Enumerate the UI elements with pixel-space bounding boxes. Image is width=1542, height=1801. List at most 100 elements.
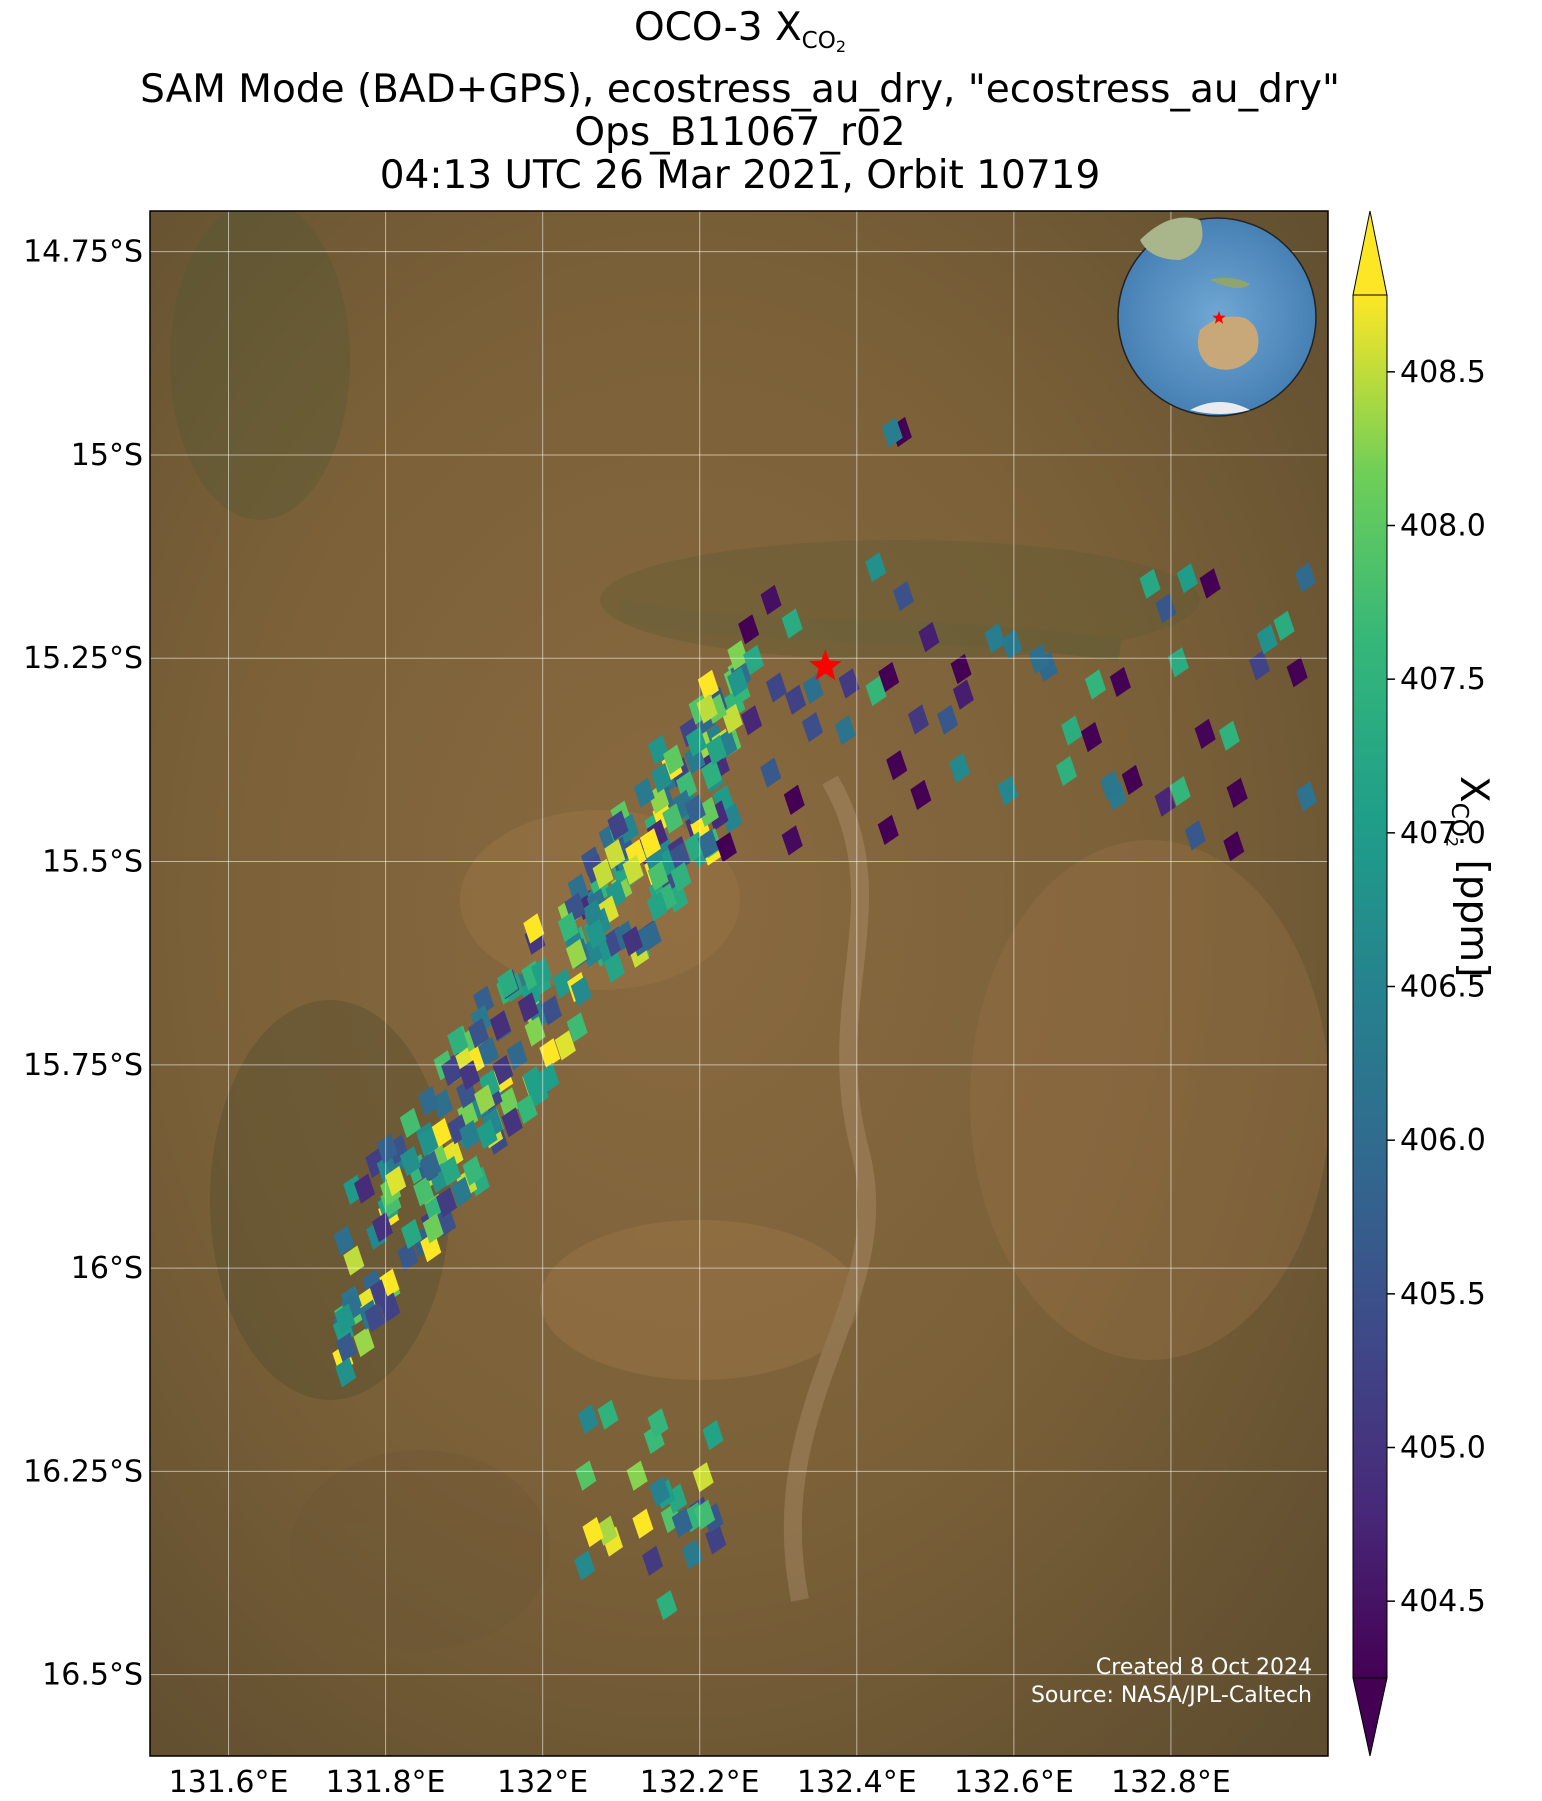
colorbar-gradient xyxy=(1352,294,1388,1679)
sounding-footprint xyxy=(451,1176,473,1207)
sounding-footprint xyxy=(886,750,908,781)
map-axes xyxy=(150,211,1328,1756)
sounding-footprint xyxy=(1121,764,1143,795)
sounding-footprint xyxy=(1028,643,1050,674)
title-line-4: 04:13 UTC 26 Mar 2021, Orbit 10719 xyxy=(379,153,1101,198)
sounding-footprint xyxy=(582,1517,604,1548)
sounding-footprint xyxy=(524,1016,546,1047)
sounding-footprint xyxy=(1194,718,1216,749)
sounding-footprint xyxy=(684,794,706,825)
sounding-footprint xyxy=(950,653,972,685)
sounding-footprint xyxy=(648,783,670,814)
sounding-footprint xyxy=(492,1054,514,1086)
sounding-footprint xyxy=(910,779,932,810)
map-gridlines xyxy=(150,211,1328,1756)
data-source: Source: NASA/JPL-Caltech xyxy=(1030,1683,1312,1708)
sounding-footprint xyxy=(468,1018,490,1049)
sounding-footprint xyxy=(781,608,803,639)
sounding-footprint xyxy=(1184,820,1206,851)
sounding-footprint xyxy=(648,734,670,765)
sounding-footprint xyxy=(554,1030,576,1061)
sounding-footprint xyxy=(682,1539,704,1570)
sounding-footprint xyxy=(760,584,782,615)
islands-landmass xyxy=(1210,277,1250,289)
sounding-footprint xyxy=(523,913,545,944)
longitude-tick-labels: 131.6°E 131.8°E 132°E 132.2°E 132.4°E 132.6°E… xyxy=(169,1765,1231,1800)
title-line-3: Ops_B11067_r02 xyxy=(574,110,906,155)
sounding-footprint xyxy=(422,1213,444,1244)
lat-tick-label: 14.75°S xyxy=(23,235,143,270)
sounding-footprint xyxy=(477,1036,499,1067)
sounding-footprint xyxy=(489,1010,511,1041)
sounding-footprint xyxy=(727,640,749,671)
sounding-footprint xyxy=(399,1146,421,1177)
sounding-footprint xyxy=(1256,624,1278,655)
sounding-footprint xyxy=(459,1060,481,1091)
australia-landmass xyxy=(1197,316,1259,370)
sounding-footprint xyxy=(881,417,903,448)
lon-tick-label: 132°E xyxy=(497,1765,588,1800)
sounding-footprint xyxy=(353,1326,375,1358)
sounding-footprint xyxy=(541,995,562,1026)
sounding-footprint xyxy=(517,992,539,1023)
sounding-footprint xyxy=(567,873,589,904)
sounding-footprint xyxy=(865,675,887,707)
sounding-footprint xyxy=(743,644,765,676)
sounding-footprint xyxy=(685,726,707,757)
sounding-footprint xyxy=(865,552,887,583)
lat-tick-label: 15.75°S xyxy=(23,1048,143,1083)
sounding-footprint xyxy=(802,674,824,705)
colorbar-tick-label: 406.5 xyxy=(1400,970,1486,1005)
credits: Created 8 Oct 2024 Source: NASA/JPL-Calt… xyxy=(1031,1654,1312,1710)
sounding-footprint xyxy=(626,1460,648,1491)
sounding-footprint xyxy=(721,802,743,834)
sounding-footprint xyxy=(1167,647,1189,678)
lon-tick-label: 132.6°E xyxy=(954,1765,1074,1800)
sounding-footprint xyxy=(622,854,644,885)
map-frame xyxy=(149,210,1329,1757)
sounding-footprint xyxy=(649,1476,671,1507)
sounding-footprint xyxy=(741,705,763,736)
colorbar-tick-label: 408.5 xyxy=(1400,355,1486,390)
sounding-footprint xyxy=(376,1133,398,1164)
sounding-footprint xyxy=(647,1408,669,1439)
colorbar-tick-label: 404.5 xyxy=(1400,1584,1486,1619)
sounding-footprint xyxy=(334,1303,356,1334)
colorbar-tick-label: 405.0 xyxy=(1400,1431,1486,1466)
title-line-2: SAM Mode (BAD+GPS), ecostress_au_dry, "e… xyxy=(140,67,1340,112)
sounding-footprint xyxy=(783,784,805,815)
red-star-icon xyxy=(809,649,842,681)
sounding-footprint xyxy=(1226,777,1248,808)
sounding-footprint xyxy=(642,1545,664,1576)
sounding-footprint xyxy=(781,825,803,856)
sounding-footprint xyxy=(801,711,823,743)
sounding-footprint xyxy=(937,704,959,735)
sounding-footprint xyxy=(838,668,860,699)
sounding-footprint xyxy=(702,1419,724,1451)
latitude-tick-labels: 14.75°S 15°S 15.25°S 15.5°S 15.75°S 16°S 16.25… xyxy=(23,235,143,1693)
sounding-footprint xyxy=(335,1332,357,1363)
xco2-soundings xyxy=(332,416,1318,1621)
sounding-footprint xyxy=(1176,563,1198,594)
sounding-footprint xyxy=(697,669,719,701)
sounding-footprint xyxy=(705,735,727,766)
sounding-footprint xyxy=(632,1508,654,1539)
sounding-footprint xyxy=(462,1155,484,1186)
sounding-footprint xyxy=(727,666,749,698)
sounding-footprint xyxy=(570,976,592,1007)
sounding-footprint xyxy=(1100,770,1122,801)
sounding-footprint xyxy=(721,703,743,734)
sounding-footprint xyxy=(417,1126,439,1157)
sounding-footprint xyxy=(1154,786,1176,817)
sounding-footprint xyxy=(420,1150,442,1181)
sounding-footprint xyxy=(539,1038,561,1069)
sounding-footprint xyxy=(670,861,692,893)
colorbar: 404.5 405.0 405.5 406.0 406.5 407.0 407.5 408.0… xyxy=(1352,210,1486,1757)
colorbar-extend-bottom xyxy=(1352,1677,1388,1757)
sounding-footprint xyxy=(671,1507,693,1538)
lon-tick-label: 132.4°E xyxy=(797,1765,917,1800)
colorbar-tick-labels: 404.5 405.0 405.5 406.0 406.5 407.0 407.5 408.0… xyxy=(1387,355,1486,1619)
satellite-basemap xyxy=(150,211,1328,1756)
sounding-footprint xyxy=(418,1085,440,1116)
